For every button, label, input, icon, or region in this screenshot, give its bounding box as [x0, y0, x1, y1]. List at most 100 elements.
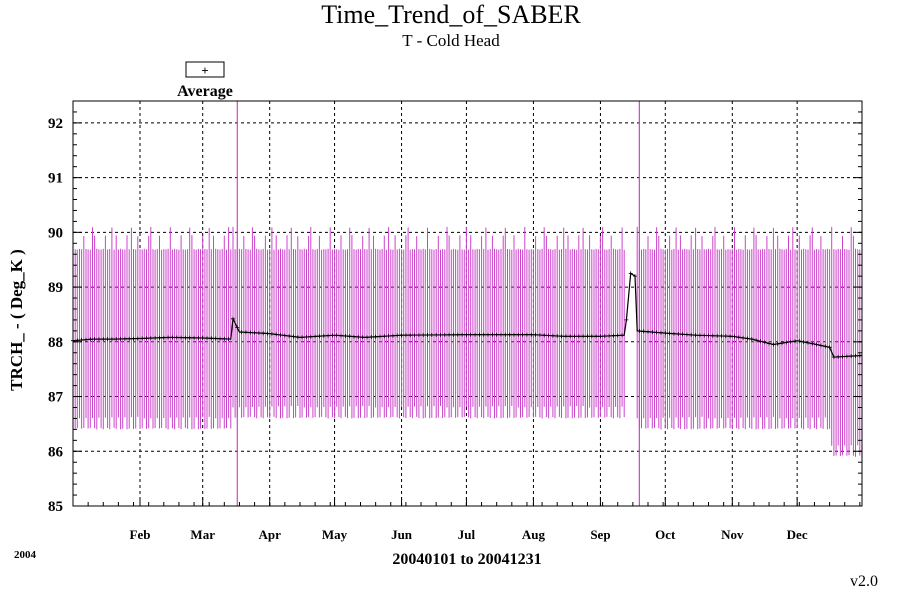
average-point — [235, 325, 240, 330]
average-point — [576, 334, 581, 339]
average-point — [754, 338, 759, 343]
average-point — [486, 332, 490, 337]
x-tick-label: Jul — [458, 527, 476, 542]
average-point — [300, 335, 305, 340]
average-point — [857, 353, 862, 358]
average-point — [715, 333, 720, 338]
average-point — [671, 331, 676, 336]
average-point — [170, 335, 175, 340]
average-point — [481, 332, 486, 337]
x-tick-label: Feb — [130, 527, 151, 542]
average-point — [429, 333, 434, 337]
average-point — [598, 334, 603, 339]
average-point — [611, 333, 616, 338]
average-point — [810, 341, 815, 346]
average-point — [494, 332, 499, 337]
y-tick-label: 86 — [48, 444, 64, 460]
average-point — [84, 337, 88, 342]
average-point — [555, 334, 560, 338]
average-point — [287, 334, 292, 339]
average-point — [269, 331, 274, 336]
average-point — [741, 335, 746, 340]
average-point — [261, 331, 266, 336]
average-point — [144, 336, 149, 341]
grid — [73, 101, 862, 506]
average-point — [853, 353, 858, 358]
average-point — [403, 333, 408, 338]
average-point — [646, 329, 650, 334]
average-point — [135, 336, 140, 341]
average-point — [222, 336, 227, 341]
average-point — [334, 333, 339, 338]
average-point — [473, 332, 478, 337]
average-point — [844, 354, 849, 359]
average-point — [801, 340, 806, 344]
average-point — [179, 335, 184, 340]
average-point — [131, 336, 136, 341]
average-point — [512, 332, 516, 337]
average-point — [676, 332, 681, 336]
average-point — [369, 335, 374, 339]
average-point — [166, 335, 171, 340]
average-point — [784, 340, 789, 345]
chart-subtitle: T - Cold Head — [402, 31, 500, 50]
average-point — [736, 335, 741, 340]
average-point — [550, 333, 555, 338]
average-point — [105, 337, 110, 342]
average-point — [797, 339, 802, 344]
legend-symbol: + — [201, 63, 208, 78]
average-point — [667, 331, 672, 336]
average-point — [360, 335, 365, 340]
average-point — [209, 336, 214, 341]
average-point — [659, 330, 663, 335]
average-point — [728, 334, 733, 339]
average-point — [308, 334, 313, 339]
x-tick-label: May — [322, 527, 348, 542]
average-point — [412, 333, 417, 338]
average-point — [339, 333, 343, 338]
average-point — [213, 336, 218, 341]
average-point — [663, 331, 668, 336]
y-tick-label: 91 — [48, 171, 63, 187]
average-point — [157, 335, 162, 340]
average-point — [758, 339, 763, 344]
average-point — [442, 332, 447, 337]
average-line — [72, 272, 863, 358]
average-point — [127, 336, 132, 341]
average-point — [343, 334, 348, 338]
average-point — [326, 333, 331, 338]
average-point — [455, 332, 460, 337]
average-point — [507, 332, 512, 337]
average-point — [572, 334, 577, 339]
average-point — [780, 341, 784, 346]
average-point — [378, 334, 382, 339]
y-tick-label: 92 — [48, 116, 63, 132]
average-point — [148, 336, 153, 341]
x-axis-label: 20040101 to 20041231 — [392, 551, 541, 568]
x-tick-label: Oct — [655, 527, 676, 542]
average-point — [818, 343, 823, 348]
average-point — [581, 334, 586, 339]
average-point — [537, 333, 542, 337]
average-point — [503, 332, 508, 337]
average-point — [624, 317, 629, 322]
average-point — [161, 335, 166, 340]
version-label: v2.0 — [850, 573, 878, 590]
average-point — [382, 334, 387, 339]
average-point — [650, 330, 655, 334]
average-point — [771, 342, 776, 347]
average-point — [252, 330, 257, 335]
average-point — [447, 332, 452, 337]
average-point — [693, 333, 698, 338]
average-point — [317, 334, 322, 339]
average-point — [840, 354, 845, 359]
y-axis: 85 86 87 88 89 90 91 92 — [48, 100, 862, 515]
year-label: 2004 — [14, 549, 37, 561]
average-point — [589, 334, 594, 339]
average-point — [723, 334, 728, 339]
legend-label: Average — [177, 83, 233, 100]
average-point — [546, 333, 551, 338]
average-point — [460, 332, 465, 337]
average-point — [140, 336, 145, 341]
